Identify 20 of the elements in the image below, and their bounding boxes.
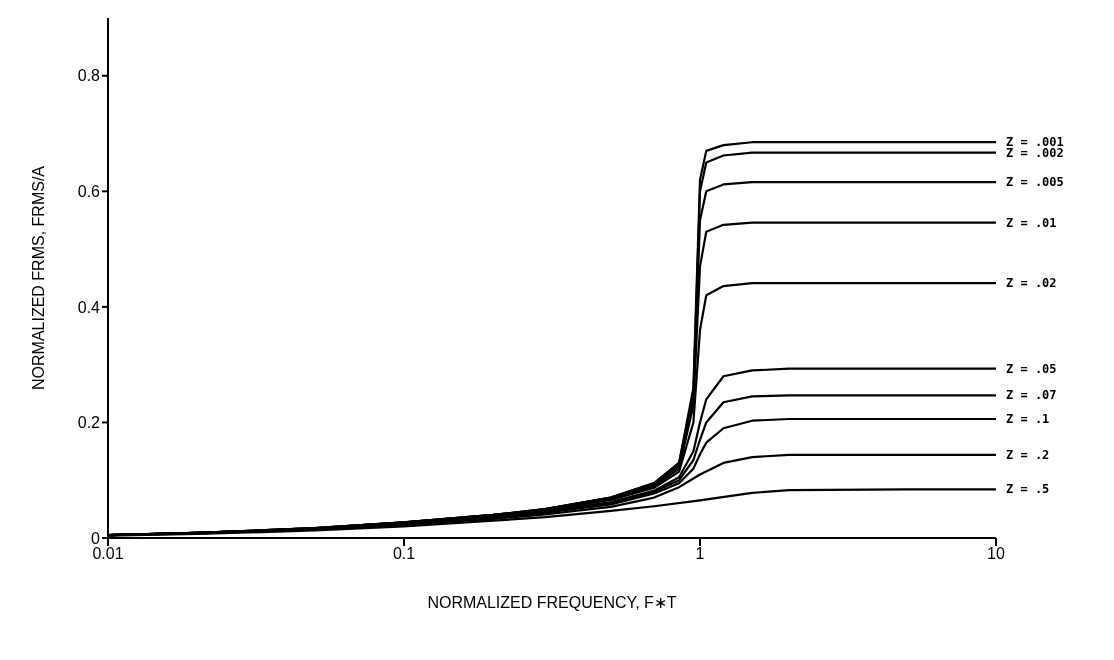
x-tick-label: 0.01 (92, 545, 124, 563)
series-label: Z = .1 (1006, 411, 1050, 426)
series-label: Z = .5 (1006, 482, 1050, 497)
series-label: Z = .05 (1006, 361, 1057, 376)
x-tick-label: 1 (695, 545, 705, 563)
series-label: Z = .002 (1006, 145, 1064, 160)
y-axis-title: NORMALIZED FRMS, FRMS/A (29, 165, 47, 391)
y-tick-label: 0 (91, 529, 101, 547)
y-tick-label: 0.6 (77, 183, 101, 201)
series-label: Z = .005 (1006, 175, 1064, 190)
y-tick-label: 0.2 (77, 414, 101, 432)
series-label: Z = .02 (1006, 276, 1057, 291)
x-tick-label: 10 (987, 545, 1005, 563)
y-tick-label: 0.4 (77, 298, 101, 316)
x-tick-label: 0.1 (392, 545, 416, 563)
x-axis-title: NORMALIZED FREQUENCY, F∗T (427, 594, 677, 611)
series-label: Z = .01 (1006, 215, 1057, 230)
series-label: Z = .07 (1006, 388, 1057, 403)
series-label: Z = .2 (1006, 447, 1050, 462)
y-tick-label: 0.8 (77, 67, 101, 85)
